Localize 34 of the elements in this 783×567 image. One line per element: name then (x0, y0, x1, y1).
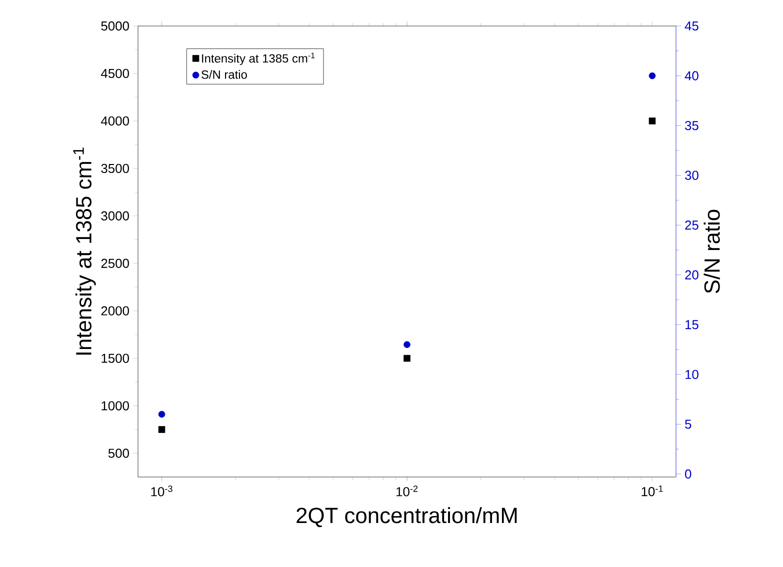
x-axis-title: 2QT concentration/mM (296, 507, 517, 528)
point (158, 410, 166, 418)
y-tick-label: 1500 (102, 354, 129, 363)
y-tick-label: 1000 (102, 401, 129, 410)
y-tick-label: 4500 (100, 68, 129, 78)
y-tick-label: 2500 (101, 258, 129, 268)
y-tick-label: 3000 (101, 211, 129, 220)
point (404, 341, 410, 348)
y-tick-label: 2000 (101, 306, 129, 316)
y2-tick-label: 25 (685, 220, 698, 230)
y2-tick-label: 5 (685, 420, 692, 429)
legend-label: Intensity at 1385 cm$^{-1}$ (202, 52, 315, 66)
x-tick-label: 10$^{-1}$ (642, 486, 663, 496)
y2-tick-label: 10 (685, 370, 698, 380)
x-tick-label: 10$^{-3}$ (151, 486, 172, 496)
point (648, 118, 656, 124)
y-tick-label: 500 (108, 448, 129, 458)
y2-axis-title: S/N ratio (704, 210, 720, 294)
y-tick-label: 3500 (101, 164, 129, 173)
y-tick-label: 5000 (101, 21, 129, 31)
point (158, 426, 166, 433)
y2-tick-label: 45 (684, 21, 698, 31)
legend-label: S/N ratio (202, 70, 247, 79)
y-axis-title: Intensity at 1385 cm$^{-1}$ (73, 148, 96, 355)
y2-tick-label: 0 (685, 469, 692, 479)
y2-tick-label: 30 (685, 170, 698, 180)
y2-tick-label: 20 (685, 270, 698, 280)
point (404, 354, 410, 362)
y-tick-label: 4000 (100, 116, 129, 126)
y2-tick-label: 15 (685, 320, 698, 330)
y2-tick-label: 40 (684, 71, 698, 80)
x-tick-label: 10$^{-2}$ (396, 486, 418, 496)
point (648, 72, 656, 80)
y2-tick-label: 35 (685, 120, 698, 130)
